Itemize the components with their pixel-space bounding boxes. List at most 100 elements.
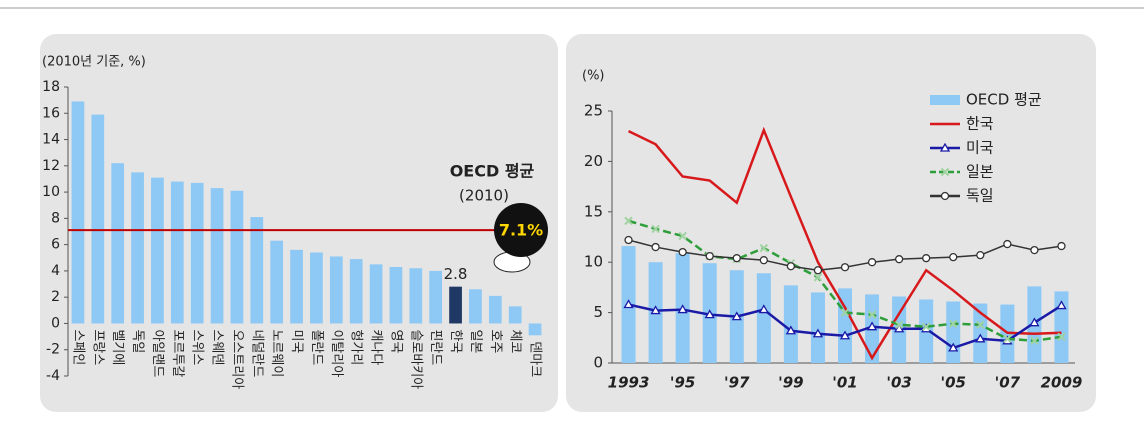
marker xyxy=(949,319,958,328)
badge-label: 7.1% xyxy=(499,221,543,240)
marker xyxy=(1057,332,1066,341)
bar xyxy=(810,292,825,363)
y-tick-label: 14 xyxy=(42,132,60,148)
marker xyxy=(650,305,661,315)
marker xyxy=(975,333,986,343)
bar xyxy=(429,270,443,324)
y-tick-label: 25 xyxy=(584,102,603,120)
bar xyxy=(170,181,184,324)
bar xyxy=(783,285,798,363)
bar xyxy=(409,268,423,324)
marker xyxy=(624,235,633,245)
legend-label: OECD 평균 xyxy=(966,91,1042,109)
marker xyxy=(921,322,931,331)
y-tick-label: 5 xyxy=(593,303,603,321)
legend-label: 한국 xyxy=(966,115,994,133)
legend-swatch xyxy=(930,95,960,105)
line xyxy=(627,126,1062,361)
y-tick-label: 15 xyxy=(584,202,603,220)
x-tick-label: 노르웨이 xyxy=(269,329,284,377)
x-tick-label: 스페인 xyxy=(70,329,85,365)
bar xyxy=(290,249,303,324)
x-tick-label: '05 xyxy=(941,374,966,392)
marker xyxy=(840,263,850,272)
marker xyxy=(894,320,904,329)
marker xyxy=(1003,334,1012,344)
y-tick-label: 0 xyxy=(51,315,60,331)
reference-label: OECD 평균 xyxy=(450,162,535,181)
marker xyxy=(939,142,951,152)
x-tick-label: '03 xyxy=(886,374,911,392)
marker xyxy=(786,262,796,271)
bar xyxy=(250,217,264,324)
x-tick-label: 핀란드 xyxy=(428,329,443,365)
x-tick-label: '97 xyxy=(724,374,750,392)
bar xyxy=(270,240,284,324)
bar xyxy=(973,303,988,363)
marker xyxy=(651,242,660,252)
x-tick-label: 프랑스 xyxy=(90,329,105,365)
marker xyxy=(759,243,769,253)
x-tick-label: 폴란드 xyxy=(309,329,324,365)
legend-label: 미국 xyxy=(966,139,994,157)
x-tick-label: 미국 xyxy=(289,329,304,353)
bar xyxy=(210,188,224,324)
x-tick-label: 포르투갈 xyxy=(170,329,185,377)
x-tick-label: 캐나다 xyxy=(369,329,384,365)
y-label: (%) xyxy=(582,69,605,84)
bar xyxy=(91,114,105,324)
bar xyxy=(508,306,522,324)
bar xyxy=(151,177,164,324)
bar xyxy=(946,301,961,363)
marker xyxy=(678,247,687,257)
x-tick-label: 헝가리 xyxy=(349,329,364,365)
marker xyxy=(813,266,823,275)
x-tick-label: 덴마크 xyxy=(528,341,543,377)
marker xyxy=(1057,241,1066,251)
bar xyxy=(469,289,482,324)
bar xyxy=(349,259,363,324)
y-tick-label: -2 xyxy=(46,342,60,358)
marker xyxy=(922,254,931,263)
marker xyxy=(623,299,634,309)
x-tick-label: 독일 xyxy=(130,329,145,353)
x-tick-label: 2009 xyxy=(1041,374,1083,392)
x-tick-label: 영국 xyxy=(388,329,403,353)
marker xyxy=(839,330,851,340)
bar xyxy=(449,286,462,324)
y-tick-label: 18 xyxy=(42,79,60,95)
left-panel xyxy=(40,34,558,412)
bar xyxy=(528,323,542,336)
bar xyxy=(1054,291,1069,363)
x-tick-label: 1993 xyxy=(608,374,650,392)
bar xyxy=(230,190,244,324)
marker xyxy=(731,311,742,321)
y-tick-label: 4 xyxy=(51,263,60,279)
legend-label: 독일 xyxy=(966,187,994,205)
x-tick-label: 스위스 xyxy=(190,329,205,365)
bar xyxy=(756,273,771,363)
x-tick-label: 아일랜드 xyxy=(150,329,165,377)
bar xyxy=(389,266,403,324)
marker xyxy=(949,253,958,262)
x-tick-label: '95 xyxy=(670,374,695,392)
marker xyxy=(940,191,950,201)
marker xyxy=(813,273,823,282)
marker xyxy=(940,167,950,177)
bar xyxy=(369,264,383,324)
y-tick-label: -4 xyxy=(46,368,60,384)
bar xyxy=(131,172,144,324)
marker xyxy=(840,308,850,317)
marker xyxy=(705,252,714,261)
legend-label: 일본 xyxy=(966,163,994,181)
marker xyxy=(759,256,768,265)
x-tick-label: 일본 xyxy=(468,329,483,353)
marker xyxy=(812,328,824,338)
x-tick-label: 체코 xyxy=(508,329,523,353)
y-tick-label: 0 xyxy=(593,354,603,372)
marker xyxy=(758,304,769,314)
y-tick-label: 10 xyxy=(42,184,60,200)
right-panel xyxy=(566,34,1096,412)
x-tick-label: 호주 xyxy=(488,329,503,353)
